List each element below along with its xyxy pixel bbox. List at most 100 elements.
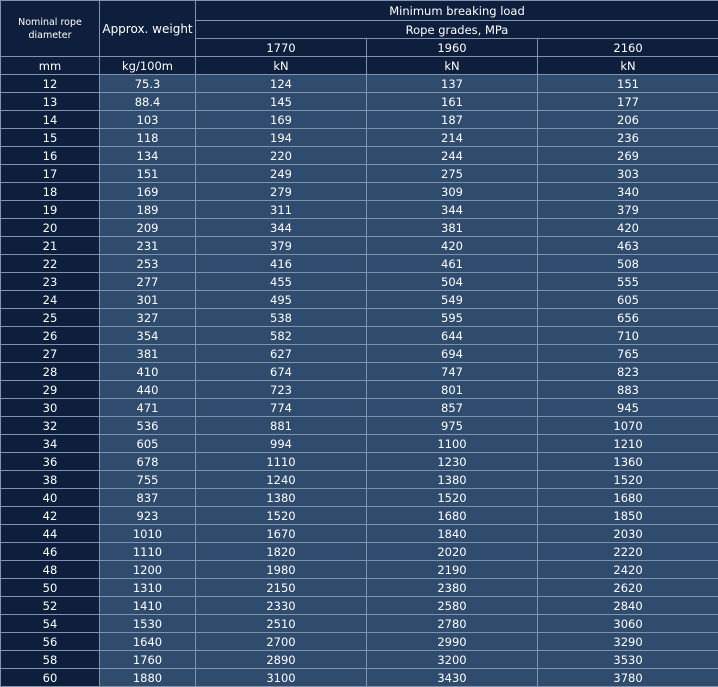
- table-cell: 1070: [538, 417, 718, 435]
- table-cell: 605: [538, 291, 718, 309]
- table-cell: 38: [1, 471, 100, 489]
- table-cell: 145: [196, 93, 367, 111]
- table-cell: 1820: [196, 543, 367, 561]
- table-cell: 881: [196, 417, 367, 435]
- table-cell: 134: [100, 147, 196, 165]
- table-cell: 1640: [100, 633, 196, 651]
- table-cell: 1840: [367, 525, 538, 543]
- table-cell: 30: [1, 399, 100, 417]
- table-cell: 50: [1, 579, 100, 597]
- table-cell: 2330: [196, 597, 367, 615]
- table-cell: 549: [367, 291, 538, 309]
- unit-cell: kg/100m: [100, 57, 196, 75]
- table-cell: 194: [196, 129, 367, 147]
- table-cell: 2580: [367, 597, 538, 615]
- table-cell: 538: [196, 309, 367, 327]
- table-cell: 27: [1, 345, 100, 363]
- table-cell: 58: [1, 651, 100, 669]
- table-cell: 455: [196, 273, 367, 291]
- table-cell: 340: [538, 183, 718, 201]
- table-cell: 20: [1, 219, 100, 237]
- table-cell: 1530: [100, 615, 196, 633]
- table-cell: 13: [1, 93, 100, 111]
- table-cell: 277: [100, 273, 196, 291]
- table-cell: 1360: [538, 453, 718, 471]
- table-cell: 3200: [367, 651, 538, 669]
- table-cell: 311: [196, 201, 367, 219]
- table-cell: 15: [1, 129, 100, 147]
- table-cell: 2150: [196, 579, 367, 597]
- table-cell: 471: [100, 399, 196, 417]
- table-cell: 1230: [367, 453, 538, 471]
- table-cell: 2890: [196, 651, 367, 669]
- table-cell: 169: [196, 111, 367, 129]
- table-cell: 187: [367, 111, 538, 129]
- table-cell: 253: [100, 255, 196, 273]
- unit-cell: kN: [196, 57, 367, 75]
- table-cell: 1110: [196, 453, 367, 471]
- table-cell: 244: [367, 147, 538, 165]
- table-cell: 2220: [538, 543, 718, 561]
- table-cell: 17: [1, 165, 100, 183]
- table-cell: 1760: [100, 651, 196, 669]
- table-cell: 124: [196, 75, 367, 93]
- table-cell: 2020: [367, 543, 538, 561]
- table-cell: 694: [367, 345, 538, 363]
- table-cell: 103: [100, 111, 196, 129]
- table-cell: 1670: [196, 525, 367, 543]
- header-cell: Minimum breaking load: [196, 1, 718, 21]
- table-cell: 327: [100, 309, 196, 327]
- table-cell: 56: [1, 633, 100, 651]
- header-cell: Nominal rope diameter: [1, 1, 100, 57]
- table-cell: 1100: [367, 435, 538, 453]
- table-cell: 1410: [100, 597, 196, 615]
- table-cell: 177: [538, 93, 718, 111]
- table-cell: 975: [367, 417, 538, 435]
- table-cell: 674: [196, 363, 367, 381]
- table-cell: 1210: [538, 435, 718, 453]
- table-cell: 1310: [100, 579, 196, 597]
- table-cell: 231: [100, 237, 196, 255]
- table-cell: 12: [1, 75, 100, 93]
- table-cell: 18: [1, 183, 100, 201]
- table-cell: 495: [196, 291, 367, 309]
- table-cell: 536: [100, 417, 196, 435]
- table-cell: 755: [100, 471, 196, 489]
- table-cell: 309: [367, 183, 538, 201]
- table-cell: 344: [367, 201, 538, 219]
- table-cell: 23: [1, 273, 100, 291]
- table-cell: 1380: [196, 489, 367, 507]
- table-cell: 36: [1, 453, 100, 471]
- table-cell: 379: [196, 237, 367, 255]
- table-cell: 236: [538, 129, 718, 147]
- table-cell: 994: [196, 435, 367, 453]
- table-cell: 3290: [538, 633, 718, 651]
- table-cell: 857: [367, 399, 538, 417]
- table-cell: 2190: [367, 561, 538, 579]
- table-cell: 220: [196, 147, 367, 165]
- table-cell: 420: [538, 219, 718, 237]
- table-cell: 354: [100, 327, 196, 345]
- table-cell: 209: [100, 219, 196, 237]
- table-cell: 627: [196, 345, 367, 363]
- table-cell: 44: [1, 525, 100, 543]
- header-cell: Rope grades, MPa: [196, 21, 718, 39]
- table-cell: 2510: [196, 615, 367, 633]
